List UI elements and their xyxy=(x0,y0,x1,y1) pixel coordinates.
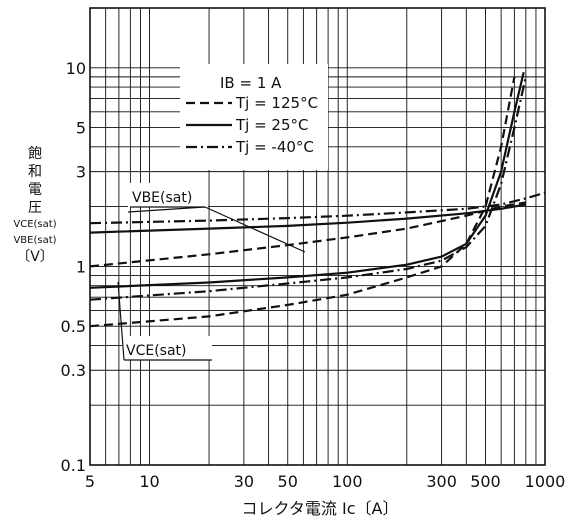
y-axis-label-line: 飽 xyxy=(28,146,42,162)
legend: IB = 1 A Tj = 125°C Tj = 25°C Tj = -40°C xyxy=(180,64,328,170)
plot-series xyxy=(89,71,546,328)
legend-entry-label: Tj = -40°C xyxy=(235,138,314,156)
x-tick-label: 1000 xyxy=(525,472,566,491)
y-tick-label: 3 xyxy=(76,163,86,182)
series-line xyxy=(89,71,525,289)
y-axis-label-line: 〔V〕 xyxy=(16,249,54,265)
annotation-leader xyxy=(127,206,206,213)
plot-frame xyxy=(89,7,546,466)
annotation-vbe: VBE(sat) xyxy=(132,190,192,206)
legend-entry-label: Tj = 25°C xyxy=(235,116,309,134)
x-tick-label: 50 xyxy=(278,472,298,491)
x-tick-label: 100 xyxy=(332,472,363,491)
y-tick-label: 0.1 xyxy=(61,456,86,475)
x-axis-label: コレクタ電流 Ic〔A〕 xyxy=(242,499,399,518)
x-tick-label: 10 xyxy=(139,472,159,491)
annotations: VBE(sat) VCE(sat) xyxy=(117,183,306,361)
y-axis-label-line: VCE(sat) xyxy=(13,219,57,230)
y-axis-label-line: 圧 xyxy=(28,200,42,216)
y-axis-label: 飽和電圧 VCE(sat) VBE(sat) 〔V〕 xyxy=(4,145,66,265)
annotation-background xyxy=(128,183,208,207)
legend-background xyxy=(180,64,328,170)
y-axis-label-line: VBE(sat) xyxy=(13,235,57,246)
y-tick-label: 0.5 xyxy=(61,317,86,336)
annotation-leader xyxy=(204,206,306,253)
y-tick-label: 0.3 xyxy=(61,361,86,380)
annotation-leader xyxy=(117,281,125,361)
series-line xyxy=(89,76,516,328)
axis-ticks: 5 10 30 50 100 300 500 1000 0.1 0.3 0.5 1 3 5 10 xyxy=(61,59,566,491)
series-line xyxy=(89,201,526,268)
series-line xyxy=(89,203,526,234)
x-tick-label: 5 xyxy=(85,472,95,491)
legend-title: IB = 1 A xyxy=(220,74,282,92)
y-axis-label-line: 電 xyxy=(28,182,42,198)
series-line xyxy=(89,191,546,225)
legend-entry-label: Tj = 125°C xyxy=(235,94,318,112)
x-tick-label: 500 xyxy=(470,472,501,491)
x-tick-label: 30 xyxy=(234,472,254,491)
y-tick-label: 5 xyxy=(76,119,86,138)
x-tick-label: 300 xyxy=(426,472,457,491)
y-axis-label-line: 和 xyxy=(28,164,42,180)
y-tick-label: 10 xyxy=(66,59,86,78)
series-line xyxy=(89,76,527,301)
annotation-vce: VCE(sat) xyxy=(126,343,186,359)
y-tick-label: 1 xyxy=(76,257,86,276)
annotation-background xyxy=(122,336,212,360)
